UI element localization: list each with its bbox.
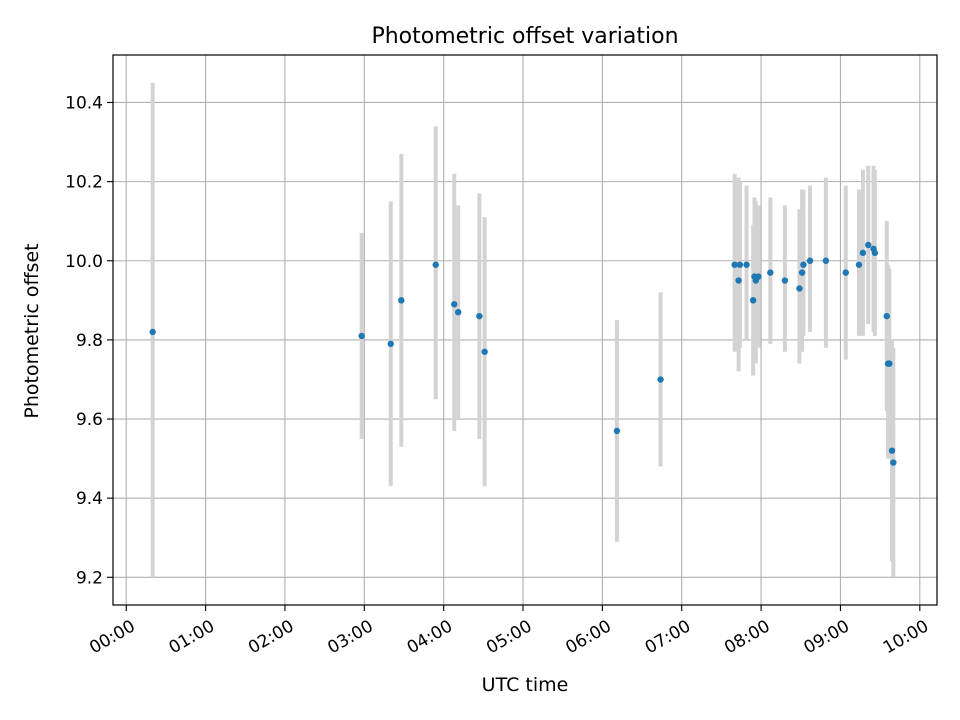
- data-point: [842, 269, 849, 276]
- data-point: [736, 261, 744, 268]
- data-point: [796, 285, 803, 292]
- data-point: [432, 261, 439, 268]
- data-point: [855, 261, 863, 268]
- y-tick-label: 9.4: [76, 489, 103, 509]
- data-point: [883, 312, 890, 320]
- y-tick-label: 9.2: [76, 568, 103, 588]
- plot-frame: [112, 54, 938, 606]
- grid-lines: [113, 55, 937, 605]
- data-point: [886, 360, 893, 367]
- data-point: [387, 340, 394, 348]
- data-point: [871, 249, 879, 257]
- data-point: [781, 277, 789, 284]
- data-point: [888, 447, 896, 454]
- y-axis-ticks: 9.2 9.4 9.6 9.8 10.0 10.2 10.4: [65, 93, 113, 588]
- y-axis-label: Photometric offset: [21, 243, 43, 418]
- y-tick-label: 9.6: [76, 410, 103, 430]
- data-point: [451, 301, 458, 308]
- data-points: [149, 241, 897, 466]
- data-point: [822, 257, 830, 264]
- data-point: [398, 297, 405, 304]
- chart-title: Photometric offset variation: [371, 24, 678, 49]
- data-point: [767, 269, 774, 276]
- data-point: [806, 257, 814, 264]
- data-point: [476, 312, 483, 320]
- data-point: [800, 261, 807, 268]
- data-point: [859, 249, 867, 257]
- y-tick-label: 9.8: [76, 331, 103, 351]
- data-point: [358, 332, 365, 340]
- data-point: [749, 297, 757, 304]
- y-tick-label: 10.0: [65, 252, 103, 272]
- y-tick-label: 10.2: [65, 173, 103, 193]
- data-point: [731, 261, 738, 268]
- data-point: [613, 427, 621, 435]
- data-point: [798, 269, 806, 276]
- data-point: [743, 261, 750, 268]
- data-point: [481, 348, 488, 355]
- data-point: [735, 277, 742, 284]
- data-point: [890, 459, 897, 466]
- data-point: [755, 273, 762, 280]
- data-point: [149, 328, 156, 336]
- data-point: [865, 241, 872, 249]
- data-point: [657, 376, 664, 383]
- x-axis-label: UTC time: [482, 674, 569, 696]
- data-point: [455, 308, 462, 316]
- y-tick-label: 10.4: [65, 93, 103, 113]
